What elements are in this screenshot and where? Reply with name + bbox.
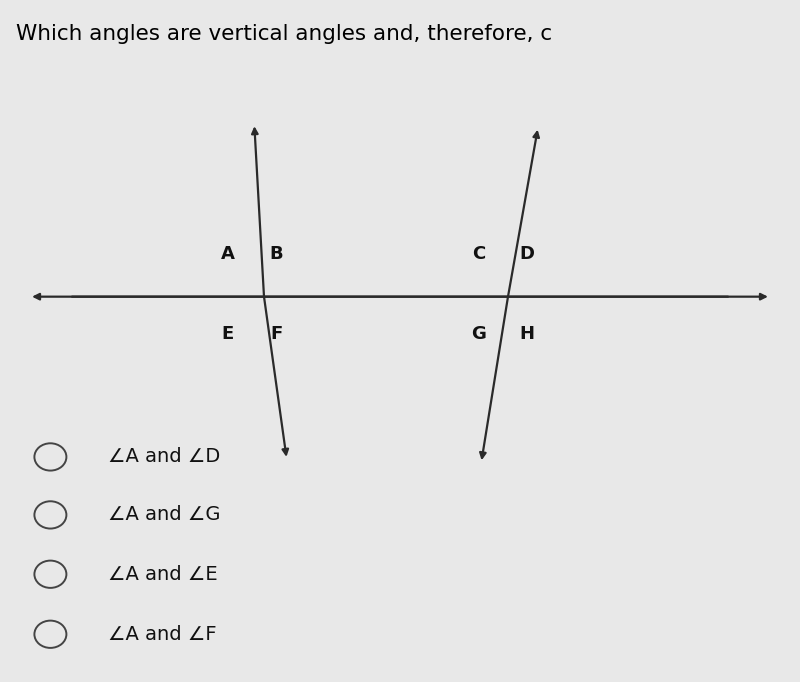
Text: ∠A and ∠D: ∠A and ∠D [108,447,220,466]
Text: ∠A and ∠E: ∠A and ∠E [108,565,218,584]
Text: E: E [222,325,234,343]
Text: B: B [269,246,283,263]
Circle shape [34,621,66,648]
Text: F: F [270,325,282,343]
Circle shape [34,561,66,588]
Text: Which angles are vertical angles and, therefore, c: Which angles are vertical angles and, th… [16,24,552,44]
Text: ∠A and ∠F: ∠A and ∠F [108,625,217,644]
Text: ∠A and ∠G: ∠A and ∠G [108,505,221,524]
Text: G: G [471,325,486,343]
Text: H: H [519,325,534,343]
Text: D: D [519,246,534,263]
Text: A: A [221,246,235,263]
Circle shape [34,443,66,471]
Text: C: C [472,246,485,263]
Circle shape [34,501,66,529]
